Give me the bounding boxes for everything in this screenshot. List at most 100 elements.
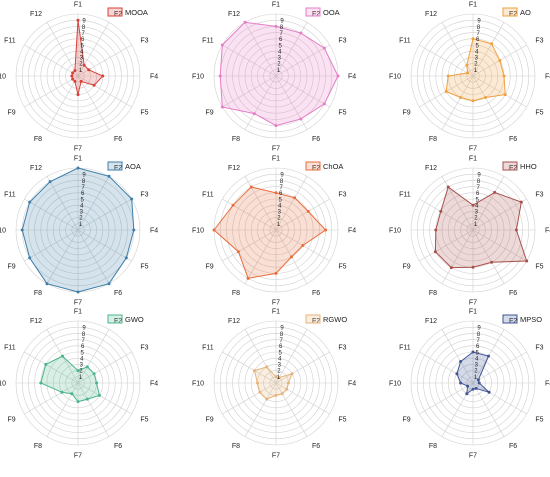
legend-label: GWO	[125, 315, 144, 324]
spoke-line	[222, 382, 277, 415]
tick-label: 3	[278, 210, 282, 216]
tick-label: 2	[277, 369, 281, 375]
data-point-f10	[212, 228, 216, 232]
spoke-line	[472, 382, 505, 437]
axis-label-f5: F5	[140, 417, 148, 424]
axis-label-f12: F12	[228, 318, 240, 325]
tick-label: 4	[278, 49, 282, 55]
tick-label: 9	[82, 326, 86, 332]
tick-label: 5	[476, 350, 480, 356]
spoke-line	[77, 351, 132, 384]
data-point-f6	[280, 392, 284, 396]
data-point-f5	[285, 387, 289, 391]
data-point-f4	[286, 381, 290, 385]
data-point-f6	[85, 397, 89, 401]
tick-label: 7	[476, 338, 480, 344]
axis-label-f6: F6	[114, 443, 122, 450]
axis-label-f2: F2	[312, 11, 320, 18]
data-point-f11	[466, 71, 470, 75]
axis-label-f4: F4	[545, 381, 550, 388]
axis-label-f9: F9	[402, 417, 410, 424]
data-point-f7	[471, 265, 475, 269]
data-point-f7	[471, 387, 475, 391]
spoke-line	[222, 229, 277, 262]
axis-label-f12: F12	[30, 11, 42, 18]
data-point-f2	[107, 174, 111, 178]
axis-label-f7: F7	[74, 146, 82, 153]
data-point-f1	[76, 18, 80, 22]
spoke-line	[441, 75, 474, 130]
tick-label: 2	[79, 62, 83, 68]
tick-label: 6	[279, 37, 283, 43]
axis-label-f1: F1	[272, 2, 280, 9]
spoke-line	[472, 229, 527, 262]
data-point-f6	[490, 260, 494, 264]
data-point-f10	[20, 228, 24, 232]
tick-label: 9	[280, 326, 284, 332]
axis-label-f10: F10	[0, 74, 6, 81]
spoke-line	[275, 198, 330, 231]
axis-label-f8: F8	[232, 290, 240, 297]
data-point-f4	[502, 74, 506, 78]
tick-label: 2	[79, 216, 83, 222]
data-point-f9	[444, 90, 448, 93]
axis-label-f1: F1	[469, 309, 477, 316]
axis-label-f6: F6	[509, 290, 517, 297]
data-point-f11	[44, 362, 48, 366]
tick-label: 4	[475, 49, 479, 55]
axis-label-f2: F2	[114, 318, 122, 325]
data-point-f3	[290, 372, 294, 376]
data-point-f3	[498, 59, 502, 62]
tick-label: 4	[80, 203, 84, 209]
axis-label-f2: F2	[114, 11, 122, 18]
spoke-line	[77, 44, 132, 77]
axis-label-f5: F5	[140, 264, 148, 271]
legend-label: ChOA	[323, 162, 343, 171]
tick-label: 7	[81, 31, 85, 37]
axis-label-f11: F11	[399, 192, 411, 199]
axis-label-f12: F12	[228, 165, 240, 172]
tick-label: 8	[280, 179, 284, 185]
spoke-line	[46, 176, 79, 231]
spoke-line	[77, 198, 132, 231]
tick-label: 6	[279, 191, 283, 197]
spoke-line	[275, 382, 330, 415]
axis-label-f6: F6	[312, 136, 320, 143]
data-point-f11	[253, 369, 257, 373]
tick-label: 8	[82, 25, 86, 31]
axis-label-f11: F11	[399, 38, 411, 45]
spoke-line	[24, 75, 79, 108]
legend-label: RGWO	[323, 315, 347, 324]
tick-label: 1	[474, 375, 478, 381]
axis-label-f10: F10	[0, 381, 6, 388]
legend-swatch	[107, 161, 123, 171]
spoke-line	[222, 44, 277, 77]
axis-label-f8: F8	[34, 136, 42, 143]
spoke-line	[275, 351, 330, 384]
data-point-f7	[471, 99, 475, 103]
axis-label-f12: F12	[30, 318, 42, 325]
data-point-f8	[73, 79, 77, 83]
axis-label-f3: F3	[535, 38, 543, 45]
tick-label: 5	[81, 43, 85, 49]
tick-label: 2	[474, 216, 478, 222]
spoke-line	[275, 382, 308, 437]
spoke-line	[24, 382, 79, 415]
data-point-f5	[487, 390, 491, 394]
axis-label-f2: F2	[509, 165, 517, 172]
data-point-f1	[471, 350, 475, 354]
tick-label: 7	[279, 338, 283, 344]
data-point-f3	[322, 46, 326, 50]
axis-label-f5: F5	[338, 417, 346, 424]
tick-label: 5	[81, 197, 85, 203]
axis-label-f10: F10	[389, 381, 401, 388]
data-point-f4	[514, 228, 518, 232]
legend-label: HHO	[520, 162, 537, 171]
axis-label-f7: F7	[272, 300, 280, 307]
axis-label-f4: F4	[348, 381, 356, 388]
tick-label: 1	[474, 222, 478, 228]
spoke-line	[222, 75, 277, 108]
data-point-f1	[274, 375, 278, 379]
